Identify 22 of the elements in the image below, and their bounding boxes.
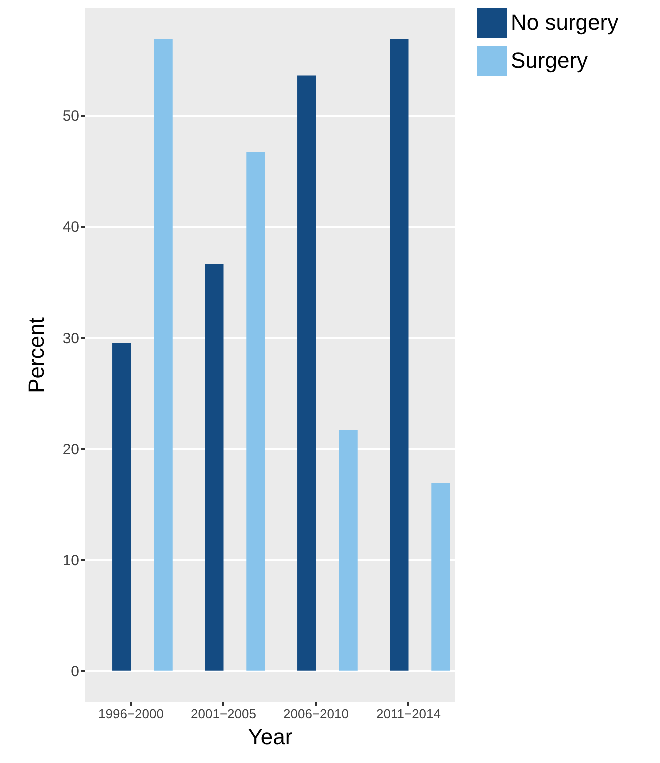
legend-label: Surgery	[511, 48, 588, 73]
y-axis-title: Percent	[24, 318, 49, 394]
y-tick-label: 10	[62, 552, 80, 570]
bar	[339, 430, 358, 671]
bar	[112, 343, 132, 671]
y-tick-label: 30	[62, 330, 80, 348]
bar	[390, 39, 409, 671]
y-tick-label: 40	[62, 219, 80, 236]
bar	[205, 264, 224, 671]
y-tick-label: 50	[62, 108, 80, 126]
x-tick-label: 2001−2005	[191, 706, 256, 722]
bar	[432, 483, 450, 671]
bar	[298, 76, 316, 671]
bar	[154, 39, 173, 671]
x-tick-label: 2006−2010	[284, 706, 349, 722]
x-axis-title: Year	[248, 724, 293, 750]
bar	[246, 152, 266, 671]
y-tick-label: 20	[62, 441, 80, 458]
x-tick-label: 1996−2000	[98, 706, 164, 722]
legend-label: No surgery	[511, 10, 619, 35]
y-tick-label: 0	[71, 663, 80, 680]
x-tick-label: 2011−2014	[376, 706, 441, 722]
